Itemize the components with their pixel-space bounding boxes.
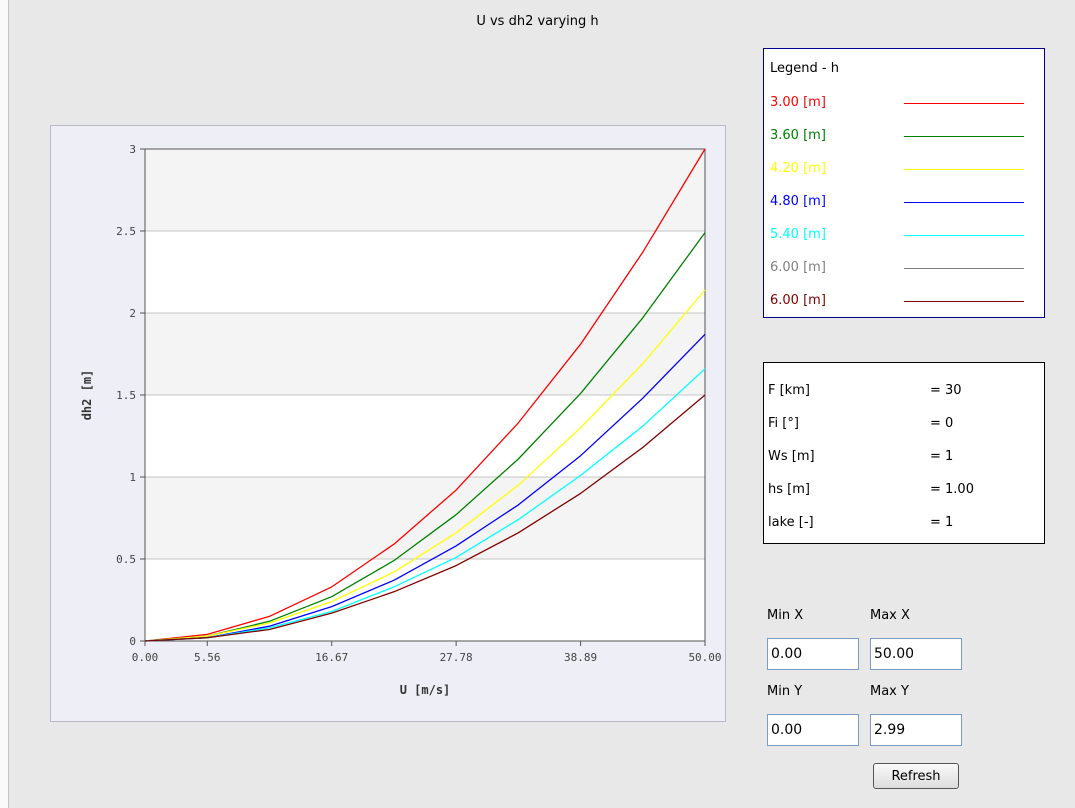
legend-swatch — [904, 235, 1024, 236]
plot-band — [145, 313, 705, 395]
legend-label: 4.80 [m] — [770, 194, 826, 209]
legend-item: 6.00 [m] — [770, 258, 1030, 278]
y-tick-label: 2 — [129, 307, 136, 320]
legend-swatch — [904, 169, 1024, 170]
param-name: lake [-] — [768, 515, 814, 530]
plot-band — [145, 395, 705, 477]
window-left-edge — [0, 0, 9, 808]
y-tick-label: 0 — [129, 635, 136, 648]
legend-label: 5.40 [m] — [770, 227, 826, 242]
series-line — [144, 289, 706, 642]
parameters-box: F [km] = 30 Fi [°] = 0 Ws [m] = 1 hs [m]… — [763, 362, 1045, 544]
min-x-input[interactable] — [767, 638, 859, 670]
max-x-input[interactable] — [870, 638, 962, 670]
param-name: Ws [m] — [768, 449, 815, 464]
min-y-label: Min Y — [767, 684, 803, 699]
param-name: Fi [°] — [768, 416, 799, 431]
line-chart: 0 0.5 1 1.5 2 2.5 3 0.00 5.56 16.67 27.78 38.89 50.0… — [80, 143, 722, 697]
legend-item: 4.80 [m] — [770, 192, 1030, 212]
legend-label: 6.00 [m] — [770, 260, 826, 275]
legend-swatch — [904, 202, 1024, 203]
legend-label: 6.00 [m] — [770, 293, 826, 308]
x-tick-label: 16.67 — [315, 651, 348, 664]
min-x-label: Min X — [767, 608, 804, 623]
param-value: = 1.00 — [930, 482, 974, 497]
legend-item: 3.00 [m] — [770, 93, 1030, 113]
chart-title: U vs dh2 varying h — [476, 14, 599, 29]
param-row: Ws [m] = 1 — [768, 449, 1038, 469]
series-line — [144, 368, 706, 642]
max-y-input[interactable] — [870, 714, 962, 746]
legend-item: 6.00 [m] — [770, 291, 1030, 311]
x-tick-label: 0.00 — [132, 651, 159, 664]
legend-label: 3.60 [m] — [770, 128, 826, 143]
series-line — [144, 232, 706, 642]
y-tick-label: 0.5 — [116, 553, 136, 566]
legend-swatch — [904, 136, 1024, 137]
plot-panel: 0 0.5 1 1.5 2 2.5 3 0.00 5.56 16.67 27.78 38.89 50.0… — [50, 125, 726, 722]
plot-band — [145, 231, 705, 313]
legend-swatch — [904, 268, 1024, 269]
y-tick-label: 2.5 — [116, 225, 136, 238]
y-tick-label: 3 — [129, 143, 136, 156]
legend-title: Legend - h — [770, 61, 839, 76]
legend-item: 3.60 [m] — [770, 126, 1030, 146]
param-row: Fi [°] = 0 — [768, 416, 1038, 436]
param-name: hs [m] — [768, 482, 810, 497]
y-tick-label: 1 — [129, 471, 136, 484]
param-name: F [km] — [768, 383, 810, 398]
x-tick-label: 50.00 — [688, 651, 721, 664]
param-row: lake [-] = 1 — [768, 515, 1038, 535]
legend-swatch — [904, 103, 1024, 104]
plot-band — [145, 149, 705, 231]
series-line — [144, 394, 706, 642]
x-tick-label: 27.78 — [440, 651, 473, 664]
min-y-input[interactable] — [767, 714, 859, 746]
max-x-label: Max X — [870, 608, 910, 623]
y-axis-title: dh2 [m] — [80, 370, 94, 421]
legend-label: 4.20 [m] — [770, 161, 826, 176]
param-value: = 1 — [930, 449, 954, 464]
x-tick-label: 5.56 — [194, 651, 221, 664]
series-line — [144, 148, 706, 642]
x-tick-label: 38.89 — [564, 651, 597, 664]
param-value: = 1 — [930, 515, 954, 530]
legend-swatch — [904, 301, 1024, 302]
legend-item: 5.40 [m] — [770, 225, 1030, 245]
param-row: F [km] = 30 — [768, 383, 1038, 403]
max-y-label: Max Y — [870, 684, 909, 699]
legend-box: Legend - h 3.00 [m] 3.60 [m] 4.20 [m] 4.… — [763, 48, 1045, 318]
param-value: = 0 — [930, 416, 954, 431]
legend-item: 4.20 [m] — [770, 159, 1030, 179]
x-axis-title: U [m/s] — [400, 683, 451, 697]
param-row: hs [m] = 1.00 — [768, 482, 1038, 502]
param-value: = 30 — [930, 383, 962, 398]
legend-label: 3.00 [m] — [770, 95, 826, 110]
refresh-button[interactable]: Refresh — [873, 763, 959, 789]
y-tick-label: 1.5 — [116, 389, 136, 402]
series-line — [144, 333, 706, 642]
